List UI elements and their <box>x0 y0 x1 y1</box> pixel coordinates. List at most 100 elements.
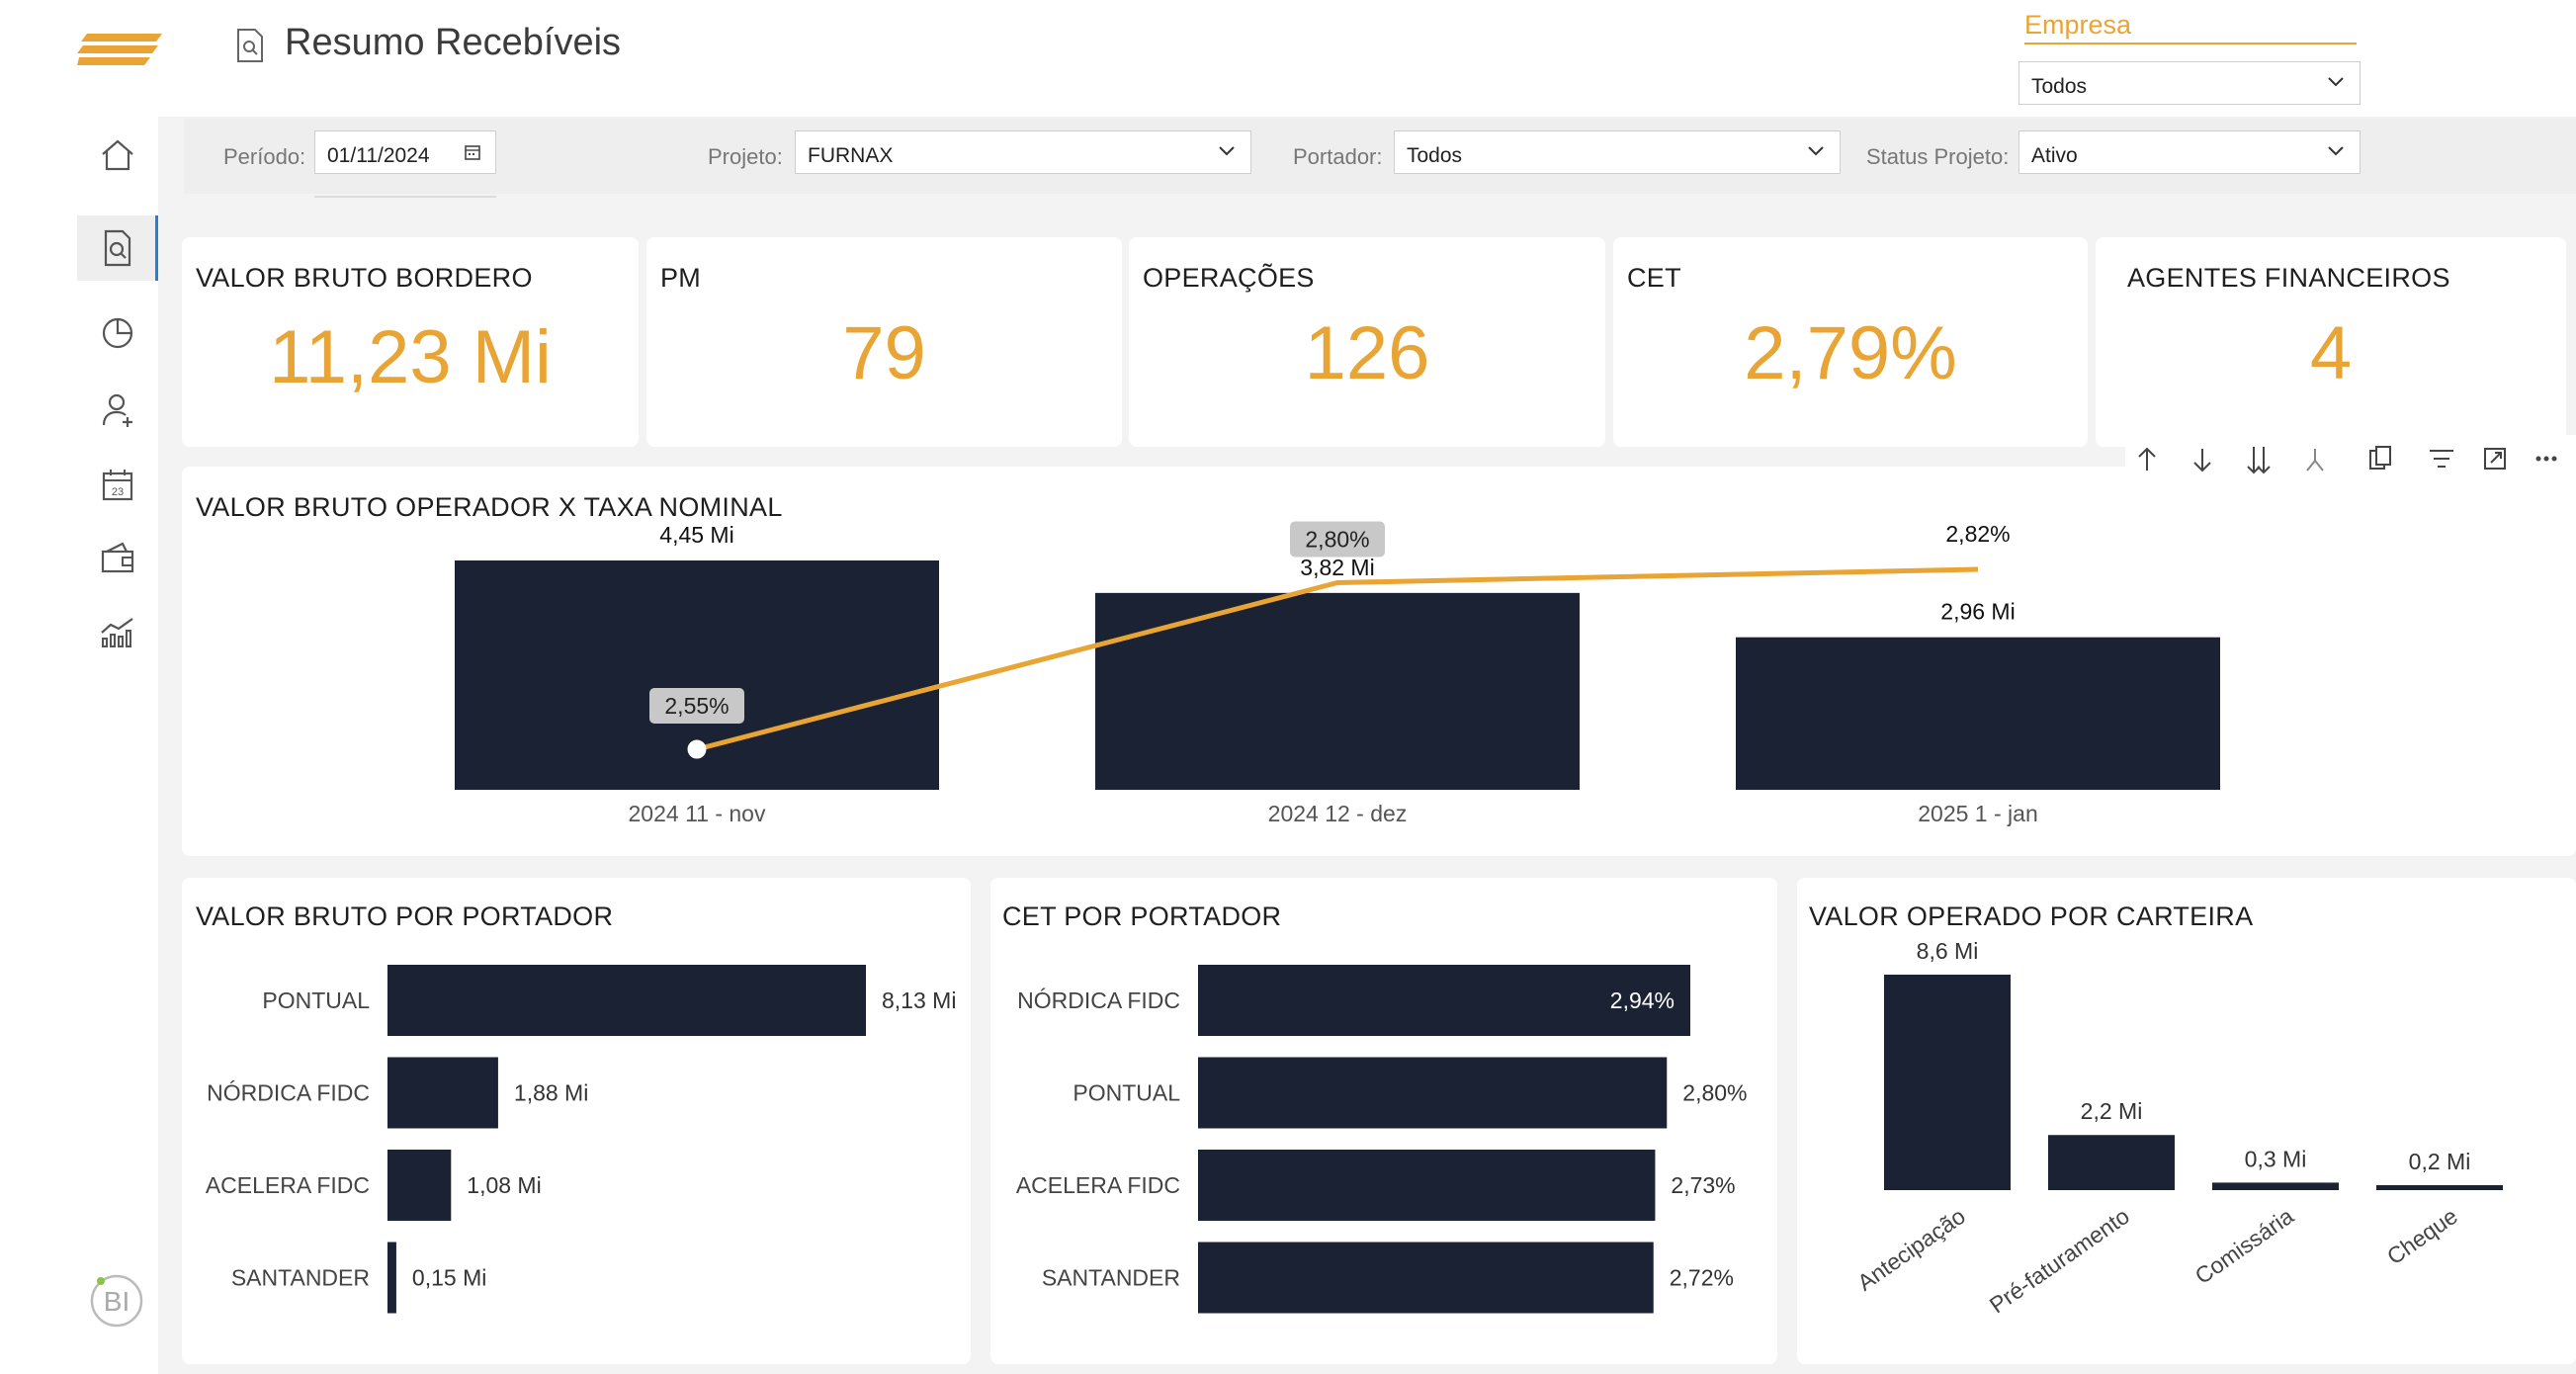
x-tick-label: 2024 11 - nov <box>629 801 766 826</box>
hbar <box>1198 1057 1668 1129</box>
kpi-card-operacoes: OPERAÇÕES 126 <box>1129 237 1605 447</box>
kpi-card-pm: PM 79 <box>646 237 1122 447</box>
rate-value-label: 2,55% <box>664 693 729 719</box>
home-icon[interactable] <box>97 134 138 176</box>
bar-value-label: 2,80% <box>1682 1080 1747 1106</box>
empresa-select[interactable]: Todos <box>2018 61 2361 105</box>
bi-badge-text: BI <box>104 1286 129 1317</box>
bar-line-chart-icon[interactable] <box>97 611 138 652</box>
status-label: Status Projeto: <box>1866 144 2010 169</box>
periodo-underline <box>314 196 496 198</box>
status-select[interactable]: Ativo <box>2018 130 2361 174</box>
kpi-card-cet: CET 2,79% <box>1613 237 2088 447</box>
kpi-value: 11,23 Mi <box>269 315 552 399</box>
category-label: ACELERA FIDC <box>206 1172 370 1198</box>
report-search-icon <box>237 29 263 62</box>
empresa-label: Empresa <box>2024 10 2357 44</box>
hbar <box>1198 965 1690 1036</box>
pie-chart-icon[interactable] <box>97 312 138 354</box>
carteira-chart: 8,6 Mi Antecipação 2,2 Mi Pré-faturamento 0,… <box>1852 938 2503 1318</box>
calendar-picker-icon[interactable] <box>464 143 481 161</box>
copy-icon[interactable] <box>2369 446 2391 470</box>
more-options-icon[interactable] <box>2535 456 2557 462</box>
kpi-title: AGENTES FINANCEIROS <box>2127 263 2450 293</box>
periodo-label: Período: <box>223 144 306 169</box>
chart-title: VALOR OPERADO POR CARTEIRA <box>1809 902 2254 931</box>
combo-chart: 4,45 Mi 2024 11 - nov 3,82 Mi 2024 12 - dez… <box>455 521 2220 826</box>
combo-chart-card[interactable]: VALOR BRUTO OPERADOR X TAXA NOMINAL 4,45… <box>182 467 2576 856</box>
bar-value-label: 2,73% <box>1671 1172 1735 1198</box>
category-label: Antecipação <box>1852 1203 1970 1296</box>
hbar <box>1198 1150 1656 1221</box>
rate-value-label: 2,82% <box>1945 521 2010 547</box>
combo-bar <box>1736 637 2220 790</box>
combo-bar <box>1095 592 1580 790</box>
portador-label: Portador: <box>1293 144 1383 169</box>
category-label: SANTANDER <box>231 1265 370 1291</box>
rate-line <box>696 566 1979 752</box>
chart-title: VALOR BRUTO OPERADOR X TAXA NOMINAL <box>196 492 783 522</box>
page-title: Resumo Recebíveis <box>285 22 622 63</box>
rate-point-selected <box>687 739 707 759</box>
kpi-card-valor-bruto: VALOR BRUTO BORDERO 11,23 Mi <box>182 237 639 447</box>
category-label: Comissária <box>2190 1203 2298 1289</box>
bar-value-label: 2,94% <box>1610 988 1674 1013</box>
bar-value-label: 2,96 Mi <box>1940 599 2015 625</box>
sidebar-active-indicator <box>77 215 158 281</box>
category-label: PONTUAL <box>1073 1080 1180 1106</box>
visual-toolbar <box>2125 435 2576 484</box>
calendar-day: 23 <box>112 486 124 498</box>
chevron-down-icon <box>2328 146 2344 156</box>
category-label: NÓRDICA FIDC <box>1017 988 1180 1013</box>
bar-value-label: 1,08 Mi <box>467 1172 541 1198</box>
empresa-value: Todos <box>2031 75 2088 98</box>
kpi-title: CET <box>1627 263 1681 293</box>
vbar <box>2376 1184 2503 1190</box>
arrow-up-icon[interactable] <box>2138 447 2156 471</box>
report-search-icon[interactable] <box>97 227 138 269</box>
hbar <box>387 1150 452 1221</box>
projeto-select[interactable]: FURNAX <box>795 130 1251 174</box>
sidebar <box>0 117 158 1374</box>
bar-value-label: 1,88 Mi <box>514 1080 588 1106</box>
valor-portador-card[interactable]: VALOR BRUTO POR PORTADOR PONTUAL 8,13 Mi N… <box>182 878 971 1364</box>
wallet-icon[interactable] <box>97 538 138 579</box>
filter-icon[interactable] <box>2430 450 2453 468</box>
x-tick-label: 2024 12 - dez <box>1268 801 1408 826</box>
double-arrow-down-icon[interactable] <box>2247 447 2271 474</box>
hbar <box>387 965 866 1036</box>
carteira-card[interactable]: VALOR OPERADO POR CARTEIRA 8,6 Mi Antecip… <box>1797 878 2576 1364</box>
kpi-title: PM <box>660 263 702 293</box>
bar-value-label: 4,45 Mi <box>659 522 733 548</box>
cet-portador-card[interactable]: CET POR PORTADOR NÓRDICA FIDC 2,94% PONTUA… <box>990 878 1777 1364</box>
periodo-date-input[interactable]: 01/11/2024 <box>314 130 496 174</box>
x-tick-label: 2025 1 - jan <box>1918 801 2037 826</box>
vbar <box>2048 1135 2175 1190</box>
periodo-value: 01/11/2024 <box>327 144 430 167</box>
hbar <box>1198 1242 1654 1314</box>
fork-icon[interactable] <box>2306 449 2324 472</box>
bar-value-label: 8,13 Mi <box>882 988 956 1013</box>
add-user-icon[interactable] <box>97 389 138 431</box>
bar-value-label: 0,2 Mi <box>2409 1149 2471 1174</box>
arrow-down-icon[interactable] <box>2193 449 2211 472</box>
category-label: ACELERA FIDC <box>1016 1172 1180 1198</box>
kpi-value: 2,79% <box>1744 311 1957 395</box>
focus-mode-icon[interactable] <box>2484 448 2506 470</box>
rate-value-label: 2,80% <box>1305 526 1369 552</box>
calendar-icon[interactable]: 23 <box>97 465 138 506</box>
vbar <box>2212 1182 2339 1190</box>
chevron-down-icon <box>1808 146 1824 156</box>
chevron-down-icon <box>1219 146 1235 156</box>
category-label: PONTUAL <box>262 988 370 1013</box>
portador-select[interactable]: Todos <box>1394 130 1841 174</box>
chevron-down-icon <box>2328 77 2344 87</box>
brand-logo <box>77 34 162 65</box>
category-label: Cheque <box>2382 1203 2462 1270</box>
hbar <box>387 1057 498 1129</box>
rate-label-bg <box>1290 521 1385 558</box>
rate-label-bg <box>649 688 744 724</box>
power-bi-badge[interactable]: BI <box>87 1269 146 1329</box>
kpi-value: 79 <box>842 311 926 395</box>
bar-value-label: 0,3 Mi <box>2245 1146 2307 1171</box>
